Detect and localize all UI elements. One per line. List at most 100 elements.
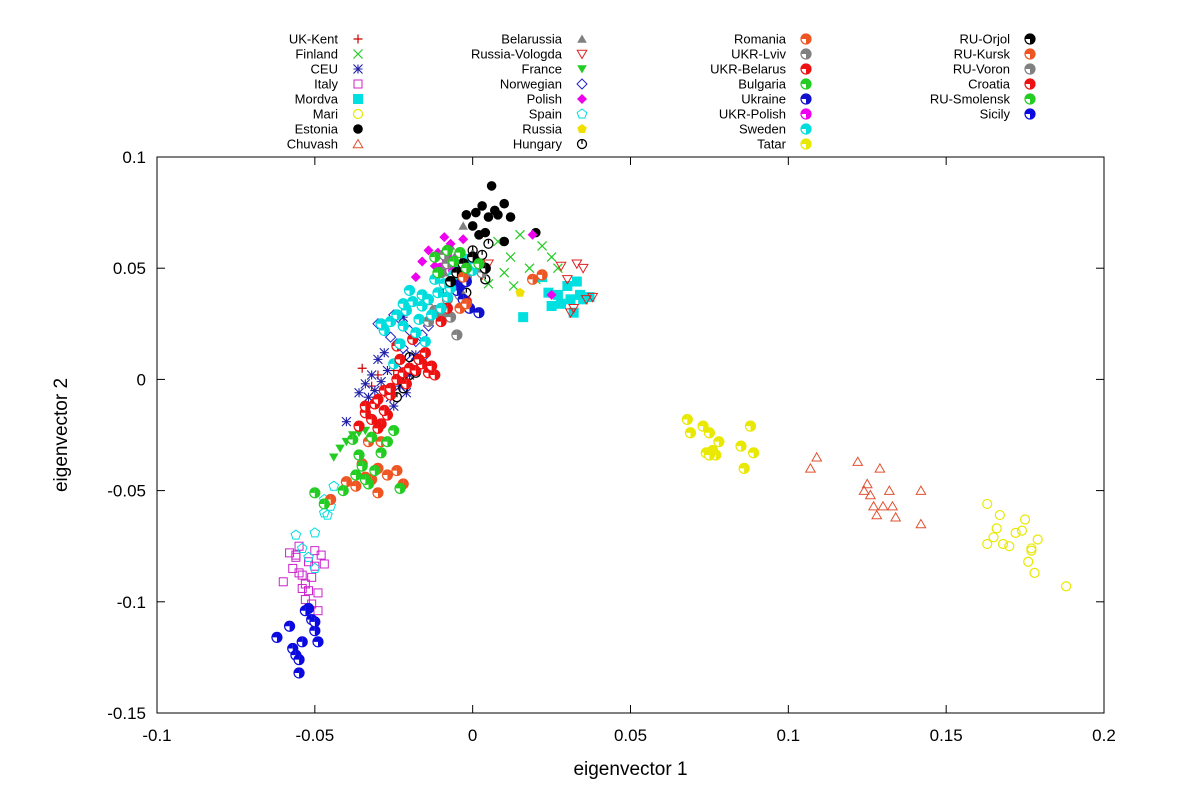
- data-point: [886, 500, 899, 511]
- data-point: [283, 620, 296, 632]
- data-point: [457, 271, 469, 283]
- marker-fill: [377, 487, 383, 498]
- marker-fill: [713, 436, 719, 442]
- marker-fill: [414, 314, 420, 320]
- data-point: [988, 532, 999, 543]
- marker-fill: [425, 336, 431, 347]
- marker-fill: [419, 314, 425, 325]
- marker-fill: [407, 296, 413, 302]
- data-point: [527, 229, 538, 240]
- data-point: [915, 485, 927, 495]
- legend-item: Finland: [295, 47, 363, 62]
- marker-fill: [403, 321, 409, 332]
- marker-fill: [376, 436, 382, 442]
- data-point: [350, 469, 362, 481]
- marker-fill: [314, 625, 320, 636]
- marker-fill: [461, 254, 467, 260]
- marker-fill: [1030, 64, 1035, 74]
- data-point: [571, 276, 582, 287]
- marker-fill: [410, 365, 416, 371]
- series-estonia: [461, 181, 541, 247]
- data-point: [300, 579, 310, 589]
- data-point: [546, 289, 557, 300]
- marker-fill: [445, 276, 451, 282]
- marker-fill: [396, 309, 402, 320]
- marker-fill: [419, 354, 425, 365]
- data-point: [384, 382, 397, 394]
- data-point: [458, 234, 469, 245]
- legend-label: RU-Kursk: [954, 47, 1011, 62]
- data-point: [388, 424, 400, 437]
- data-point: [915, 518, 927, 529]
- marker-fill: [372, 394, 378, 400]
- legend-item: UKR-Lviv: [731, 47, 812, 62]
- data-point: [483, 212, 494, 222]
- data-point: [307, 572, 317, 582]
- marker-fill: [271, 632, 277, 638]
- data-point: [310, 546, 320, 556]
- data-point: [524, 263, 535, 274]
- marker-fill: [806, 79, 811, 89]
- y-tick-label: 0.1: [122, 148, 146, 167]
- marker-fill: [460, 247, 466, 258]
- data-point: [309, 625, 321, 637]
- data-point: [400, 378, 412, 390]
- data-point: [1032, 534, 1043, 545]
- marker-fill: [801, 109, 806, 114]
- legend-symbol: [576, 49, 588, 60]
- marker-fill: [395, 338, 401, 344]
- marker-fill: [806, 94, 811, 104]
- marker-fill: [432, 267, 438, 273]
- data-point: [391, 464, 403, 477]
- marker-fill: [478, 258, 484, 269]
- data-point: [303, 551, 314, 562]
- legend-symbol: [353, 94, 363, 104]
- marker-fill: [431, 361, 437, 372]
- marker-fill: [463, 272, 469, 283]
- marker-fill: [801, 34, 806, 39]
- legend-symbol: [353, 79, 363, 89]
- marker-fill: [417, 301, 423, 307]
- marker-fill: [338, 485, 344, 491]
- legend-label: Sweden: [739, 122, 786, 137]
- marker-fill: [709, 450, 715, 461]
- marker-fill: [801, 94, 806, 99]
- data-point: [296, 542, 308, 553]
- data-point: [480, 227, 491, 238]
- marker-fill: [289, 621, 295, 632]
- data-point: [483, 238, 494, 249]
- marker-fill: [466, 263, 472, 274]
- data-point: [309, 527, 321, 538]
- legend-item: France: [522, 62, 587, 77]
- marker-fill: [382, 436, 388, 442]
- data-point: [467, 221, 478, 231]
- data-point: [404, 352, 415, 363]
- series-italy: [278, 541, 329, 616]
- data-point: [357, 363, 367, 373]
- x-tick-label: 0.05: [614, 726, 647, 745]
- data-point: [294, 568, 304, 578]
- marker-fill: [453, 256, 459, 267]
- data-point: [460, 298, 472, 310]
- data-point: [587, 292, 599, 303]
- marker-fill: [369, 465, 375, 471]
- data-point: [537, 241, 548, 251]
- marker-fill: [478, 307, 484, 318]
- data-point: [313, 606, 323, 616]
- marker-fill: [801, 79, 806, 84]
- data-point: [291, 552, 301, 562]
- marker-fill: [1030, 79, 1035, 89]
- data-point: [388, 401, 399, 411]
- marker-fill: [1025, 64, 1030, 69]
- marker-fill: [297, 636, 303, 642]
- marker-fill: [391, 309, 397, 315]
- data-point: [394, 482, 406, 494]
- legend-label: Estonia: [295, 122, 339, 137]
- marker-fill: [451, 329, 457, 335]
- data-point: [703, 449, 716, 461]
- data-point: [309, 487, 321, 499]
- marker-fill: [467, 252, 473, 258]
- data-point: [552, 263, 563, 274]
- data-point: [748, 447, 760, 459]
